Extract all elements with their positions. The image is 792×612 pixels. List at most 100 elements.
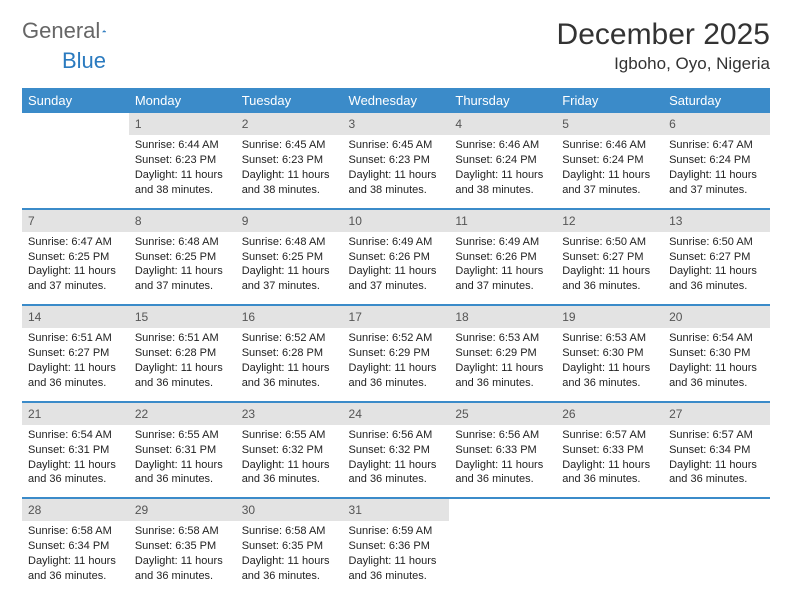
calendar-cell: 17Sunrise: 6:52 AMSunset: 6:29 PMDayligh… [343, 305, 450, 402]
day-details: Sunrise: 6:48 AMSunset: 6:25 PMDaylight:… [236, 232, 343, 304]
daylight-text: Daylight: 11 hours and 38 minutes. [349, 168, 444, 198]
brand-part1: General [22, 18, 100, 44]
day-number: 12 [556, 210, 663, 232]
sunset-text: Sunset: 6:36 PM [349, 539, 444, 554]
sunrise-text: Sunrise: 6:52 AM [242, 331, 337, 346]
day-number: 10 [343, 210, 450, 232]
brand-logo: General [22, 18, 124, 44]
weekday-header: Sunday [22, 88, 129, 113]
day-details: Sunrise: 6:50 AMSunset: 6:27 PMDaylight:… [663, 232, 770, 304]
day-number: 14 [22, 306, 129, 328]
day-details: Sunrise: 6:51 AMSunset: 6:28 PMDaylight:… [129, 328, 236, 400]
calendar-cell: 2Sunrise: 6:45 AMSunset: 6:23 PMDaylight… [236, 113, 343, 209]
daylight-text: Daylight: 11 hours and 36 minutes. [242, 554, 337, 584]
day-number: 13 [663, 210, 770, 232]
day-number: 18 [449, 306, 556, 328]
day-details: Sunrise: 6:54 AMSunset: 6:30 PMDaylight:… [663, 328, 770, 400]
calendar-cell: 9Sunrise: 6:48 AMSunset: 6:25 PMDaylight… [236, 209, 343, 306]
sunset-text: Sunset: 6:26 PM [349, 250, 444, 265]
day-details: Sunrise: 6:58 AMSunset: 6:34 PMDaylight:… [22, 521, 129, 593]
daylight-text: Daylight: 11 hours and 38 minutes. [455, 168, 550, 198]
day-details: Sunrise: 6:47 AMSunset: 6:25 PMDaylight:… [22, 232, 129, 304]
daylight-text: Daylight: 11 hours and 38 minutes. [242, 168, 337, 198]
day-number: 17 [343, 306, 450, 328]
sunrise-text: Sunrise: 6:46 AM [562, 138, 657, 153]
daylight-text: Daylight: 11 hours and 36 minutes. [669, 264, 764, 294]
daylight-text: Daylight: 11 hours and 36 minutes. [28, 458, 123, 488]
calendar-cell: 14 Sunrise: 6:51 AMSunset: 6:27 PMDayligh… [22, 305, 129, 402]
sunset-text: Sunset: 6:29 PM [349, 346, 444, 361]
calendar-cell: 27Sunrise: 6:57 AMSunset: 6:34 PMDayligh… [663, 402, 770, 499]
sunrise-text: Sunrise: 6:57 AM [669, 428, 764, 443]
day-number: 3 [343, 113, 450, 135]
day-number: 27 [663, 403, 770, 425]
day-details: Sunrise: 6:52 AMSunset: 6:29 PMDaylight:… [343, 328, 450, 400]
sunrise-text: Sunrise: 6:58 AM [135, 524, 230, 539]
calendar-cell: . [663, 498, 770, 594]
sunset-text: Sunset: 6:31 PM [135, 443, 230, 458]
location-label: Igboho, Oyo, Nigeria [557, 54, 770, 74]
calendar-cell: . [556, 498, 663, 594]
sunset-text: Sunset: 6:34 PM [669, 443, 764, 458]
calendar-cell: 11Sunrise: 6:49 AMSunset: 6:26 PMDayligh… [449, 209, 556, 306]
sunset-text: Sunset: 6:35 PM [242, 539, 337, 554]
daylight-text: Daylight: 11 hours and 38 minutes. [135, 168, 230, 198]
calendar-cell: 20Sunrise: 6:54 AMSunset: 6:30 PMDayligh… [663, 305, 770, 402]
sunset-text: Sunset: 6:30 PM [562, 346, 657, 361]
day-number: 29 [129, 499, 236, 521]
sunrise-text: Sunrise: 6:49 AM [455, 235, 550, 250]
day-number: 21 [22, 403, 129, 425]
day-number: 5 [556, 113, 663, 135]
daylight-text: Daylight: 11 hours and 36 minutes. [669, 361, 764, 391]
day-details: Sunrise: 6:49 AMSunset: 6:26 PMDaylight:… [343, 232, 450, 304]
day-details: Sunrise: 6:45 AMSunset: 6:23 PMDaylight:… [236, 135, 343, 207]
daylight-text: Daylight: 11 hours and 36 minutes. [135, 361, 230, 391]
sunset-text: Sunset: 6:23 PM [349, 153, 444, 168]
day-number: 8 [129, 210, 236, 232]
calendar-cell: 16Sunrise: 6:52 AMSunset: 6:28 PMDayligh… [236, 305, 343, 402]
sunset-text: Sunset: 6:29 PM [455, 346, 550, 361]
sunrise-text: Sunrise: 6:51 AM [135, 331, 230, 346]
sunrise-text: Sunrise: 6:47 AM [669, 138, 764, 153]
day-details: Sunrise: 6:54 AMSunset: 6:31 PMDaylight:… [22, 425, 129, 497]
day-number: 4 [449, 113, 556, 135]
daylight-text: Daylight: 11 hours and 36 minutes. [135, 554, 230, 584]
day-details: Sunrise: 6:45 AMSunset: 6:23 PMDaylight:… [343, 135, 450, 207]
sunset-text: Sunset: 6:27 PM [28, 346, 123, 361]
sunrise-text: Sunrise: 6:54 AM [28, 428, 123, 443]
daylight-text: Daylight: 11 hours and 36 minutes. [28, 361, 123, 391]
daylight-text: Daylight: 11 hours and 37 minutes. [349, 264, 444, 294]
sunset-text: Sunset: 6:31 PM [28, 443, 123, 458]
sunset-text: Sunset: 6:23 PM [135, 153, 230, 168]
daylight-text: Daylight: 11 hours and 37 minutes. [28, 264, 123, 294]
sunset-text: Sunset: 6:26 PM [455, 250, 550, 265]
day-details: Sunrise: 6:56 AMSunset: 6:33 PMDaylight:… [449, 425, 556, 497]
daylight-text: Daylight: 11 hours and 37 minutes. [562, 168, 657, 198]
sunrise-text: Sunrise: 6:44 AM [135, 138, 230, 153]
sunset-text: Sunset: 6:35 PM [135, 539, 230, 554]
sunrise-text: Sunrise: 6:51 AM [28, 331, 123, 346]
sunrise-text: Sunrise: 6:55 AM [135, 428, 230, 443]
sunrise-text: Sunrise: 6:49 AM [349, 235, 444, 250]
daylight-text: Daylight: 11 hours and 37 minutes. [242, 264, 337, 294]
sunset-text: Sunset: 6:23 PM [242, 153, 337, 168]
calendar-cell: 15Sunrise: 6:51 AMSunset: 6:28 PMDayligh… [129, 305, 236, 402]
daylight-text: Daylight: 11 hours and 37 minutes. [669, 168, 764, 198]
weekday-header: Thursday [449, 88, 556, 113]
day-number: 25 [449, 403, 556, 425]
daylight-text: Daylight: 11 hours and 36 minutes. [349, 361, 444, 391]
sunset-text: Sunset: 6:28 PM [135, 346, 230, 361]
sunset-text: Sunset: 6:32 PM [349, 443, 444, 458]
calendar-cell: 3Sunrise: 6:45 AMSunset: 6:23 PMDaylight… [343, 113, 450, 209]
day-number: 24 [343, 403, 450, 425]
day-details: Sunrise: 6:44 AMSunset: 6:23 PMDaylight:… [129, 135, 236, 207]
sunset-text: Sunset: 6:25 PM [135, 250, 230, 265]
sunrise-text: Sunrise: 6:57 AM [562, 428, 657, 443]
sunset-text: Sunset: 6:33 PM [562, 443, 657, 458]
day-number: 11 [449, 210, 556, 232]
weekday-header: Tuesday [236, 88, 343, 113]
sunset-text: Sunset: 6:34 PM [28, 539, 123, 554]
sunset-text: Sunset: 6:28 PM [242, 346, 337, 361]
sunrise-text: Sunrise: 6:46 AM [455, 138, 550, 153]
daylight-text: Daylight: 11 hours and 36 minutes. [242, 458, 337, 488]
